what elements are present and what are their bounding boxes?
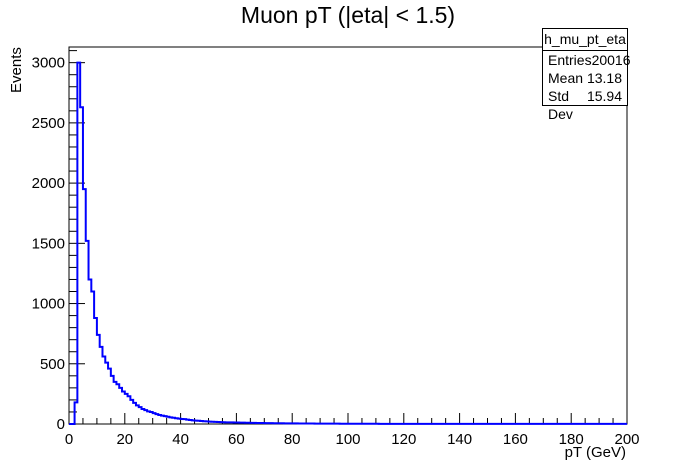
x-tick-label: 180 — [559, 431, 584, 448]
x-tick-label: 20 — [116, 431, 133, 448]
x-tick-label: 140 — [447, 431, 472, 448]
chart-title: Muon pT (|eta| < 1.5) — [240, 2, 456, 28]
x-tick-label: 40 — [172, 431, 189, 448]
x-tick-label: 200 — [614, 431, 639, 448]
stats-row-entries: Entries 20016 — [543, 51, 631, 69]
y-axis-label: Events — [8, 47, 25, 93]
x-axis-label: pT (GeV) — [565, 444, 626, 461]
stats-entries-label: Entries — [548, 52, 592, 68]
stats-row-stddev: Std Dev 15.94 — [543, 87, 627, 122]
x-axis: 0 20 40 60 80 100 120 140 160 180 200 — [65, 413, 640, 448]
y-tick-label: 2000 — [32, 175, 65, 192]
y-tick-label: 500 — [40, 356, 65, 373]
y-tick-label: 1500 — [32, 235, 65, 252]
stats-histogram-name: h_mu_pt_eta — [543, 29, 627, 51]
y-tick-label: 0 — [57, 416, 65, 433]
stats-mean-label: Mean — [548, 70, 584, 86]
stats-entries-value: 20016 — [591, 52, 631, 68]
stats-box: h_mu_pt_eta Entries 20016 Mean 13.18 Std… — [542, 28, 631, 122]
stats-stddev-value: 15.94 — [586, 88, 622, 104]
stats-mean-value: 13.18 — [586, 70, 622, 86]
y-axis: 0 500 1000 1500 2000 2500 3000 — [32, 50, 85, 433]
x-tick-label: 120 — [391, 431, 416, 448]
y-tick-label: 2500 — [32, 115, 65, 132]
x-tick-label: 0 — [65, 431, 73, 448]
x-tick-label: 100 — [335, 431, 360, 448]
x-tick-label: 80 — [284, 431, 301, 448]
x-tick-label: 60 — [228, 431, 245, 448]
x-tick-label: 160 — [503, 431, 528, 448]
stats-stddev-label: Std Dev — [548, 88, 573, 122]
stats-row-mean: Mean 13.18 — [543, 69, 627, 87]
histogram-series-line — [69, 61, 627, 425]
y-tick-label: 1000 — [32, 296, 65, 313]
y-tick-label: 3000 — [32, 55, 65, 72]
